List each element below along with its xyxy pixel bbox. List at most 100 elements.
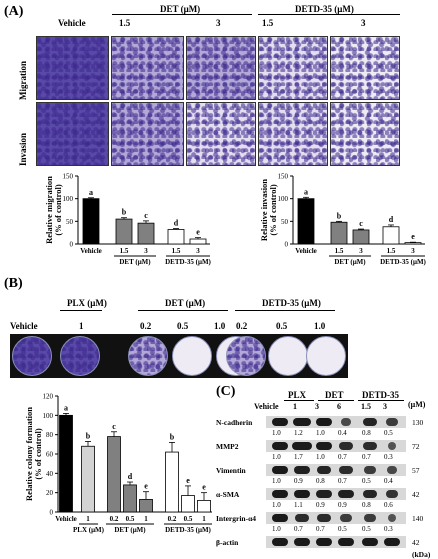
blot-band [316, 466, 332, 474]
blot-band [338, 538, 354, 546]
quant-value: 0.7 [338, 453, 347, 461]
dose-vehicle-b: Vehicle [10, 321, 38, 331]
y-axis-label: (% of control) [33, 428, 43, 479]
kda-unit-label: (kDa) [412, 550, 431, 559]
y-tick-label: 50 [66, 218, 74, 226]
col-det-header: DET (μM) [160, 4, 201, 14]
panel-a-label: (A) [4, 4, 24, 19]
x-tick-label: 1 [144, 515, 148, 523]
x-tick-label: 3 [144, 247, 148, 255]
y-tick-label: 60 [46, 451, 54, 459]
group-label: DETD-35 (μM) [165, 526, 211, 534]
group-label: PLX (μM) [73, 526, 105, 534]
quant-value: 0.9 [294, 477, 303, 485]
bar [137, 222, 155, 245]
quant-value: 1.0 [272, 501, 281, 509]
blot-band [272, 418, 288, 426]
blot-band [316, 442, 332, 450]
bar [59, 414, 73, 513]
quant-value: 1.0 [272, 453, 281, 461]
micro-invasion-det-2 [186, 102, 256, 166]
bar [107, 436, 121, 513]
quant-value: 0.7 [362, 453, 371, 461]
x-tick-label: Vehicle [55, 515, 77, 523]
blot-target-label: N-cadherin [216, 418, 253, 427]
c-detd-bracket [358, 400, 404, 401]
significance-letter: a [304, 187, 308, 196]
y-tick-label: 100 [43, 412, 54, 420]
blot-band [293, 418, 311, 426]
invasion-bar-chart: 0 50 100 150 Relative invasion (% of control)… [259, 173, 427, 267]
det-bracket [112, 14, 252, 15]
y-tick-label: 0 [70, 241, 74, 249]
bar [330, 221, 348, 245]
plx-bracket [60, 310, 102, 311]
quant-value: 1.0 [272, 477, 281, 485]
y-axis-label: (% of control) [53, 184, 63, 235]
significance-letter: c [144, 211, 148, 220]
blot-band [362, 490, 378, 498]
bar [123, 484, 137, 513]
micro-migration-detd-1 [258, 36, 328, 100]
panel-b-label: (B) [4, 276, 23, 291]
blot-target-label: β-actin [216, 538, 239, 547]
x-tick-label: 3 [359, 247, 363, 255]
y-tick-label: 0 [50, 509, 54, 517]
well-plx [60, 336, 100, 376]
migration-bar-chart: 0 50 100 150 Relative migration (% of control… [44, 173, 212, 267]
quant-value: 1.7 [294, 453, 303, 461]
blot-band [272, 538, 288, 546]
significance-letter: a [89, 188, 93, 197]
y-tick-label: 100 [278, 195, 289, 203]
group-label: DET (μM) [334, 258, 366, 266]
blot-band [362, 418, 378, 426]
col-detd-header: DETD-35 (μM) [295, 4, 354, 14]
significance-letter: e [202, 483, 206, 492]
blot-band [317, 514, 331, 522]
blot-band [387, 466, 397, 474]
quant-value: 1.0 [316, 429, 325, 437]
blot-band [388, 442, 396, 450]
blot-band [316, 418, 332, 426]
bar [139, 499, 153, 513]
quant-value: 0.5 [362, 477, 371, 485]
bar [167, 229, 185, 245]
significance-letter: b [122, 208, 127, 217]
det-dose-1: 1.5 [119, 18, 131, 28]
row-migration-label: Migration [18, 61, 28, 100]
y-tick-label: 0 [285, 241, 289, 249]
y-tick-label: 100 [63, 195, 74, 203]
well-vehicle [12, 336, 52, 376]
kda-value: 57 [412, 466, 420, 475]
x-tick-label: 1.5 [387, 247, 396, 255]
significance-letter: d [128, 472, 133, 481]
significance-letter: c [359, 219, 363, 228]
significance-letter: d [174, 219, 179, 228]
blot-band [316, 538, 332, 546]
blot-band [362, 538, 378, 546]
dose-det-2: 0.5 [177, 321, 189, 331]
blot-strip [266, 416, 406, 428]
x-tick-label: 1.5 [335, 247, 344, 255]
lane-label: 1 [293, 402, 297, 411]
quant-value: 0.8 [316, 477, 325, 485]
blot-band [272, 514, 288, 522]
plx-header: PLX (μM) [67, 298, 107, 308]
lane-label: 1.5 [361, 402, 371, 411]
detd-bracket [258, 14, 400, 15]
significance-letter: b [170, 432, 175, 441]
kda-value: 42 [412, 490, 420, 499]
micro-migration-detd-2 [330, 36, 400, 100]
blot-band [272, 442, 288, 450]
blot-band [272, 490, 288, 498]
blot-band [341, 418, 351, 426]
group-label: DETD-35 (μM) [380, 258, 426, 266]
quant-value: 0.9 [338, 501, 347, 509]
significance-letter: c [112, 422, 116, 431]
c-plx-bracket [284, 400, 314, 401]
det-bracket-b [138, 310, 228, 311]
micro-invasion-detd-1 [258, 102, 328, 166]
c-group-det: DET [325, 390, 344, 400]
y-tick-label: 150 [278, 173, 289, 181]
dose-detd-1: 0.2 [236, 321, 248, 331]
